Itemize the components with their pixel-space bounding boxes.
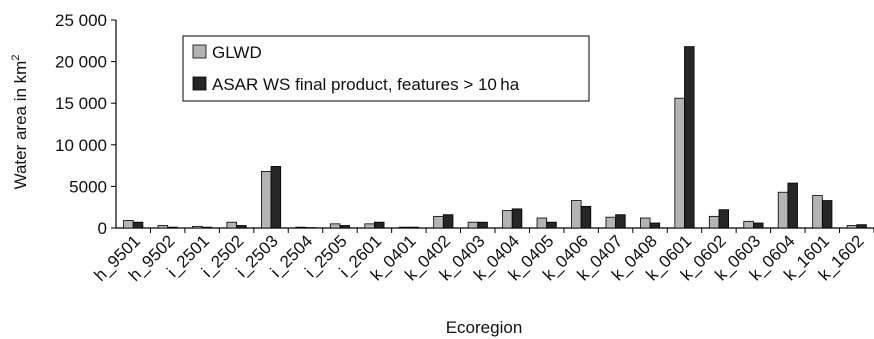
bar-glwd-k_0408 — [639, 217, 651, 229]
bar-glwd-k_0406 — [571, 200, 582, 229]
bar-glwd-i_2503 — [260, 171, 272, 229]
bar-glwd-k_1602 — [846, 225, 858, 229]
bar-glwd-i_2501 — [192, 225, 203, 229]
legend-box — [182, 35, 590, 102]
bar-asar-i_2501 — [201, 226, 213, 229]
bar-asar-i_2503 — [270, 166, 282, 229]
bar-asar-k_0406 — [580, 205, 592, 229]
legend-swatch-glwd — [192, 44, 207, 59]
bar-glwd-k_0405 — [536, 217, 548, 229]
legend-label-glwd: GLWD — [212, 43, 262, 62]
bar-glwd-h_9501 — [123, 220, 134, 229]
y-axis-title-text: Water area in km — [11, 61, 30, 190]
bar-glwd-k_0602 — [708, 215, 720, 229]
bar-glwd-k_1601 — [812, 195, 823, 229]
bar-asar-i_2502 — [236, 225, 247, 229]
bar-glwd-k_0407 — [605, 216, 616, 229]
y-tick-label: 25 000 — [55, 11, 107, 30]
bar-asar-k_0402 — [442, 214, 454, 229]
y-tick-label: 0 — [98, 219, 107, 238]
bar-asar-k_0603 — [753, 222, 764, 229]
bar-asar-h_9501 — [132, 221, 144, 229]
bar-glwd-k_0403 — [467, 221, 479, 229]
y-tick-label: 5000 — [69, 177, 107, 196]
bar-glwd-i_2505 — [329, 223, 341, 229]
y-ticks: 0 5000 10 000 15 000 20 000 25 000 — [55, 11, 116, 238]
bar-glwd-k_0601 — [674, 97, 685, 229]
legend-swatch-asar — [192, 76, 207, 91]
y-tick-label: 15 000 — [55, 94, 107, 113]
bar-asar-k_1602 — [856, 224, 867, 229]
y-axis-title: Water area in km2 — [10, 55, 30, 190]
x-ticks: h_9501h_9502i_2501i_2502i_2503i_2504i_25… — [91, 228, 874, 285]
bar-asar-h_9502 — [167, 226, 178, 229]
y-tick-label: 10 000 — [55, 136, 107, 155]
bar-asar-k_0405 — [546, 221, 557, 229]
bar-glwd-k_0603 — [743, 220, 754, 229]
bar-glwd-k_0604 — [777, 191, 789, 229]
bar-asar-k_0404 — [511, 208, 523, 229]
y-axis-title-superscript: 2 — [10, 55, 22, 61]
legend: GLWD ASAR WS final product, features > 1… — [182, 35, 590, 102]
bar-glwd-i_2601 — [364, 223, 375, 229]
bar-asar-k_0401 — [408, 226, 419, 229]
bar-glwd-k_0404 — [502, 210, 513, 229]
bar-glwd-i_2504 — [295, 226, 306, 229]
bars — [123, 46, 867, 229]
bar-glwd-k_0402 — [433, 215, 444, 229]
bar-glwd-k_0401 — [398, 226, 410, 229]
bar-asar-k_0408 — [649, 222, 661, 229]
y-tick-label: 20 000 — [55, 53, 107, 72]
bar-asar-k_0403 — [477, 221, 488, 229]
bar-asar-i_2601 — [374, 221, 385, 229]
bar-glwd-h_9502 — [157, 225, 169, 229]
bar-asar-k_0604 — [787, 182, 798, 229]
bar-asar-k_1601 — [821, 200, 833, 229]
bar-asar-i_2505 — [339, 225, 351, 229]
bar-asar-k_0602 — [718, 209, 730, 229]
x-axis-title: Ecoregion — [446, 318, 523, 337]
bar-asar-k_0407 — [615, 214, 626, 229]
bar-glwd-i_2502 — [226, 221, 237, 229]
bar-asar-k_0601 — [684, 46, 695, 229]
legend-label-asar: ASAR WS final product, features > 10 ha — [212, 75, 520, 94]
